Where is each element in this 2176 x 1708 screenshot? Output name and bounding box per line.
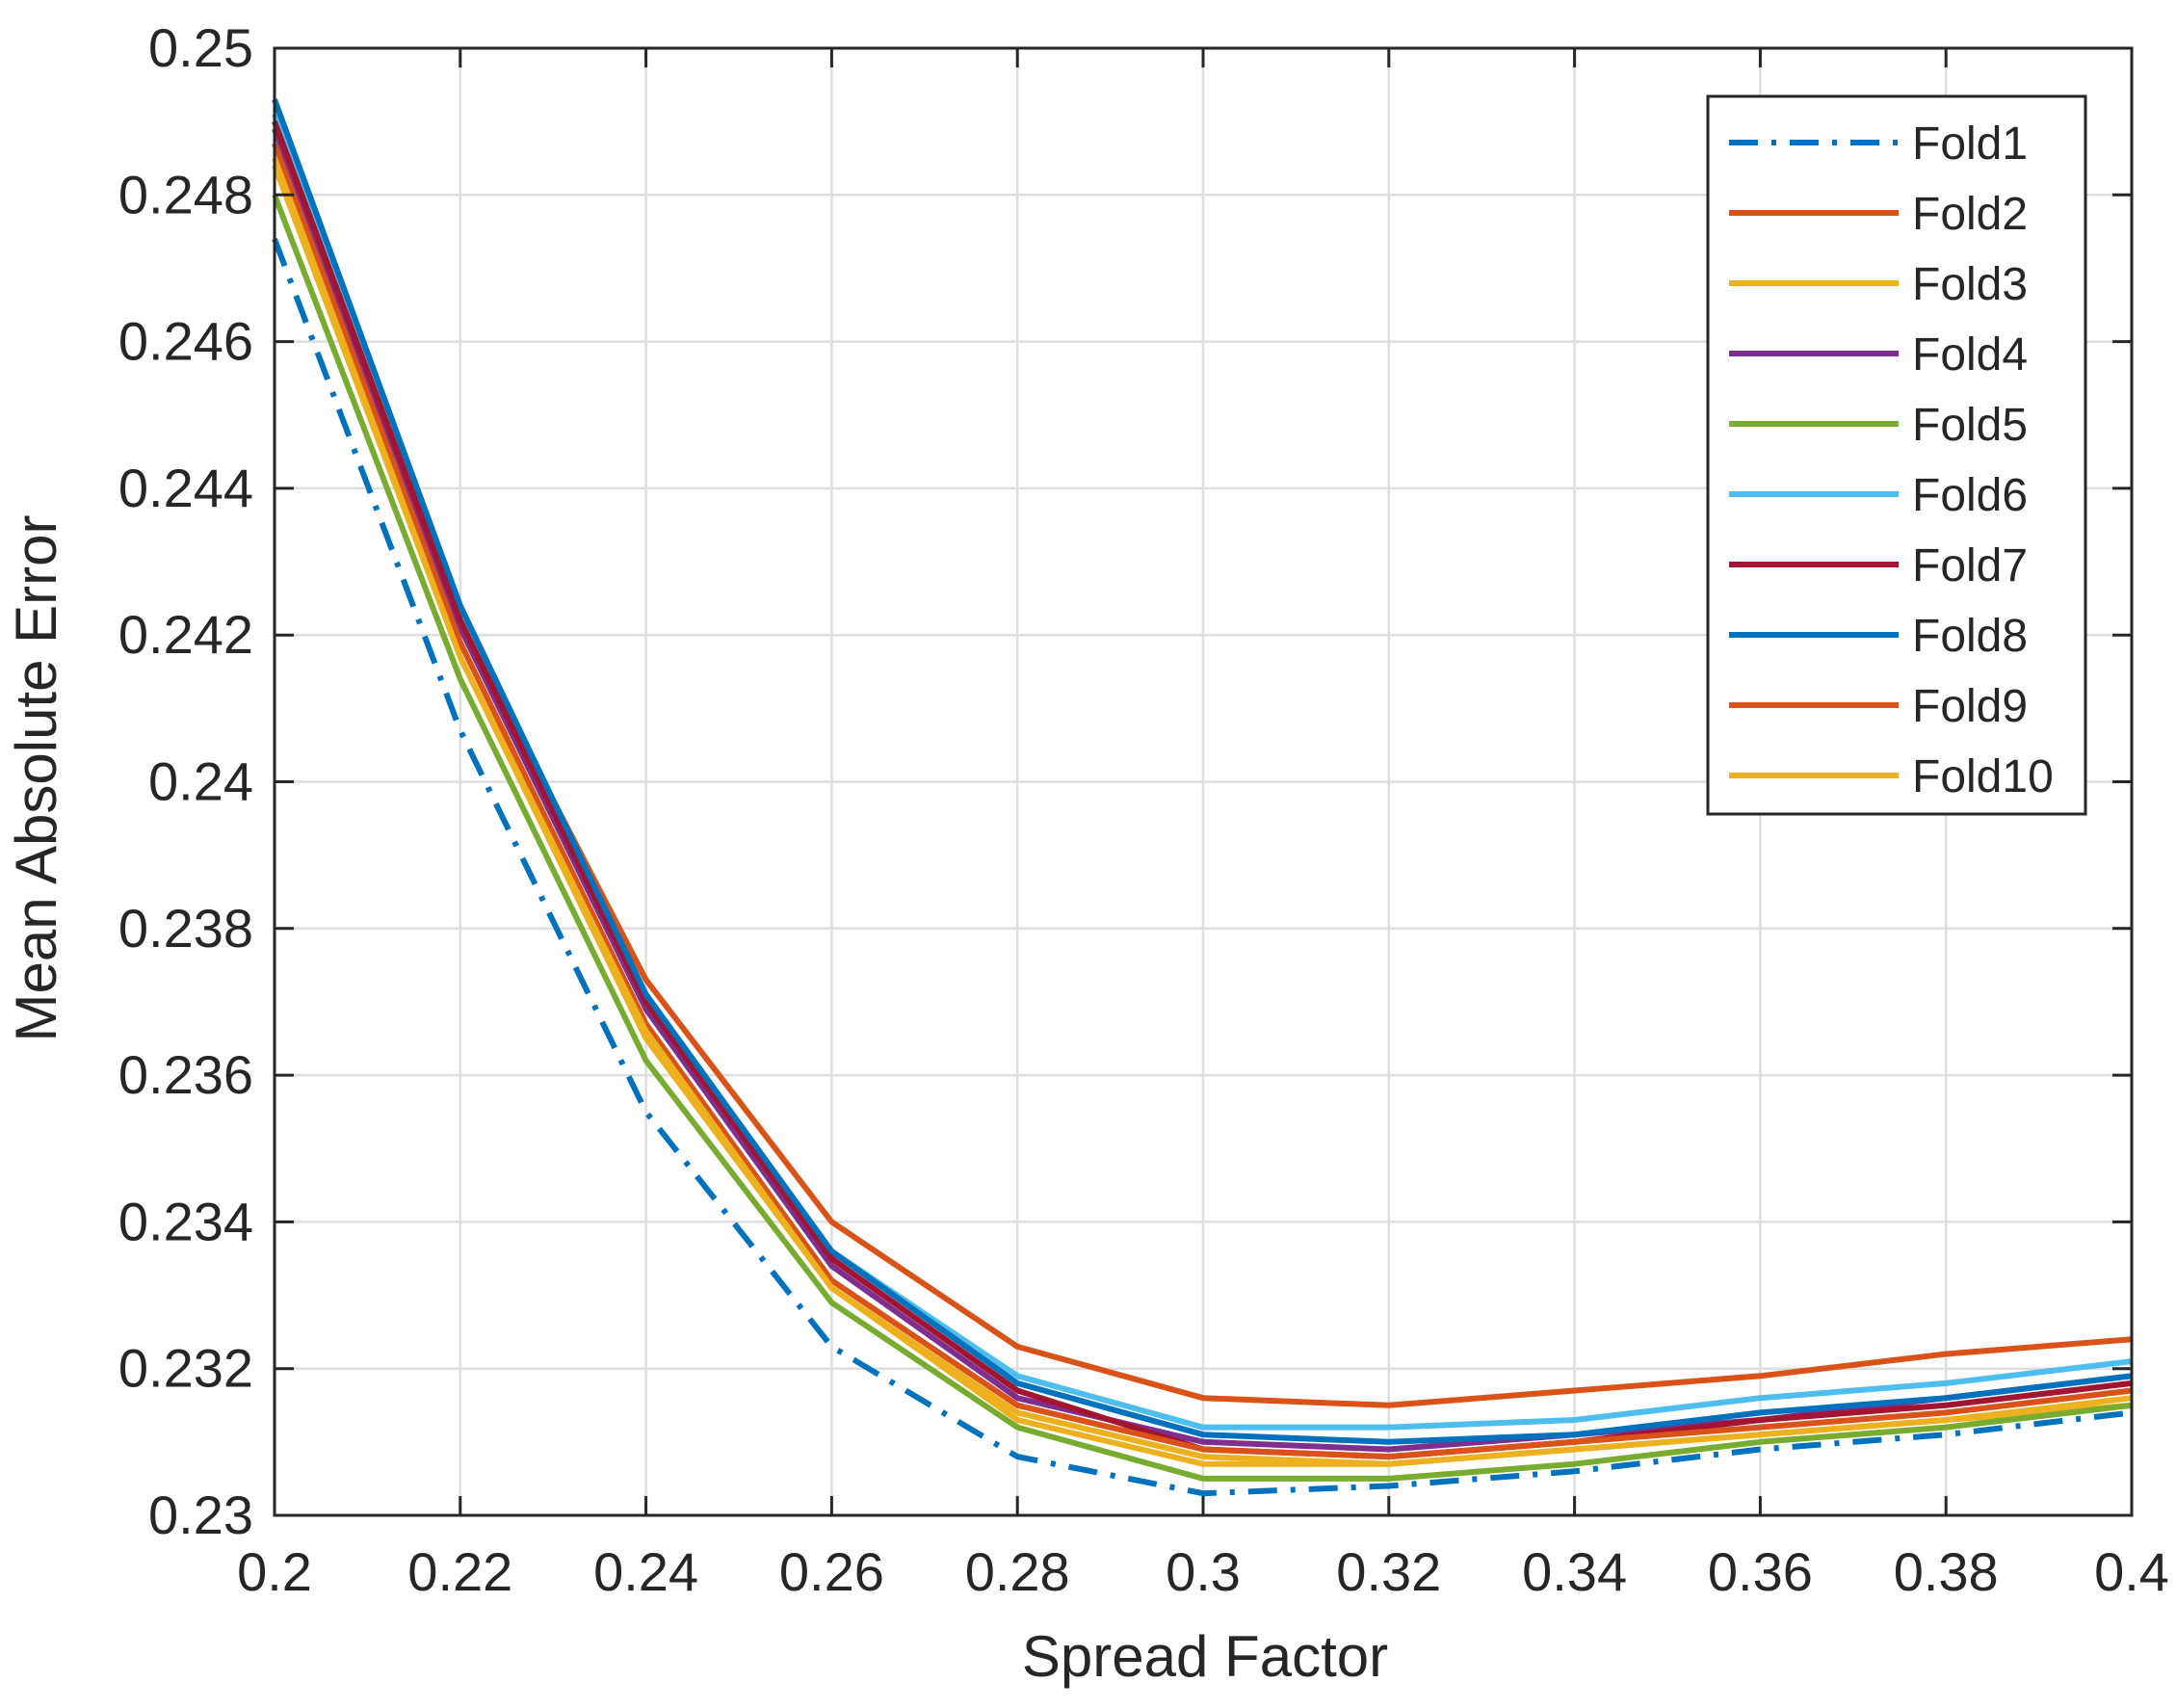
x-tick-label: 0.3: [1166, 1541, 1241, 1602]
y-tick-label: 0.248: [118, 164, 253, 224]
legend-label-fold10: Fold10: [1912, 751, 2054, 802]
series-line-fold10: [272, 157, 2133, 1467]
x-tick-label: 0.22: [407, 1541, 512, 1602]
x-tick-label: 0.36: [1708, 1541, 1813, 1602]
y-tick-label: 0.242: [118, 604, 253, 665]
y-tick-label: 0.238: [118, 898, 253, 959]
tick-labels: 0.2 0.22 0.24 0.26 0.28 0.3 0.32 0.34 0.36 0.38 0.…: [118, 17, 2169, 1602]
legend-label-fold3: Fold3: [1912, 259, 2028, 310]
series-line-fold5: [272, 194, 2133, 1482]
y-axis-title: Mean Absolute Error: [4, 515, 68, 1042]
x-tick-label: 0.34: [1522, 1541, 1627, 1602]
legend-label-fold6: Fold6: [1912, 470, 2028, 521]
x-tick-label: 0.2: [237, 1541, 312, 1602]
axes-box: [273, 46, 2134, 1517]
y-tick-label: 0.246: [118, 311, 253, 372]
y-tick-label: 0.236: [118, 1044, 253, 1105]
x-axis-title: Spread Factor: [1022, 1624, 1388, 1689]
series-line-fold8: [272, 98, 2133, 1445]
x-tick-label: 0.4: [2094, 1541, 2169, 1602]
y-tick-label: 0.24: [148, 751, 253, 812]
legend-label-fold5: Fold5: [1912, 400, 2028, 451]
legend-label-fold7: Fold7: [1912, 540, 2028, 591]
y-tick-label: 0.234: [118, 1191, 253, 1251]
series-line-fold9: [272, 142, 2133, 1460]
y-tick-label: 0.232: [118, 1338, 253, 1399]
x-tick-label: 0.38: [1894, 1541, 1999, 1602]
x-tick-label: 0.32: [1336, 1541, 1441, 1602]
legend-label-fold9: Fold9: [1912, 681, 2028, 732]
series-lines: [272, 98, 2133, 1497]
legend-label-fold1: Fold1: [1912, 118, 2028, 170]
y-tick-label: 0.25: [148, 17, 253, 78]
y-tick-label: 0.23: [148, 1485, 253, 1545]
x-tick-label: 0.26: [779, 1541, 884, 1602]
x-tick-label: 0.28: [965, 1541, 1070, 1602]
y-tick-label: 0.244: [118, 458, 253, 518]
plot-frame: [273, 46, 2134, 1517]
series-line-fold1: [272, 237, 2133, 1497]
legend-label-fold4: Fold4: [1912, 329, 2028, 381]
legend-label-fold8: Fold8: [1912, 611, 2028, 662]
legend-label-fold2: Fold2: [1912, 189, 2028, 240]
x-tick-label: 0.24: [593, 1541, 698, 1602]
legend-box: [1706, 94, 2087, 816]
legend: Fold1 Fold2 Fold3 Fold4 Fold5 Fold6 Fold7 Fold8…: [1706, 94, 2087, 816]
